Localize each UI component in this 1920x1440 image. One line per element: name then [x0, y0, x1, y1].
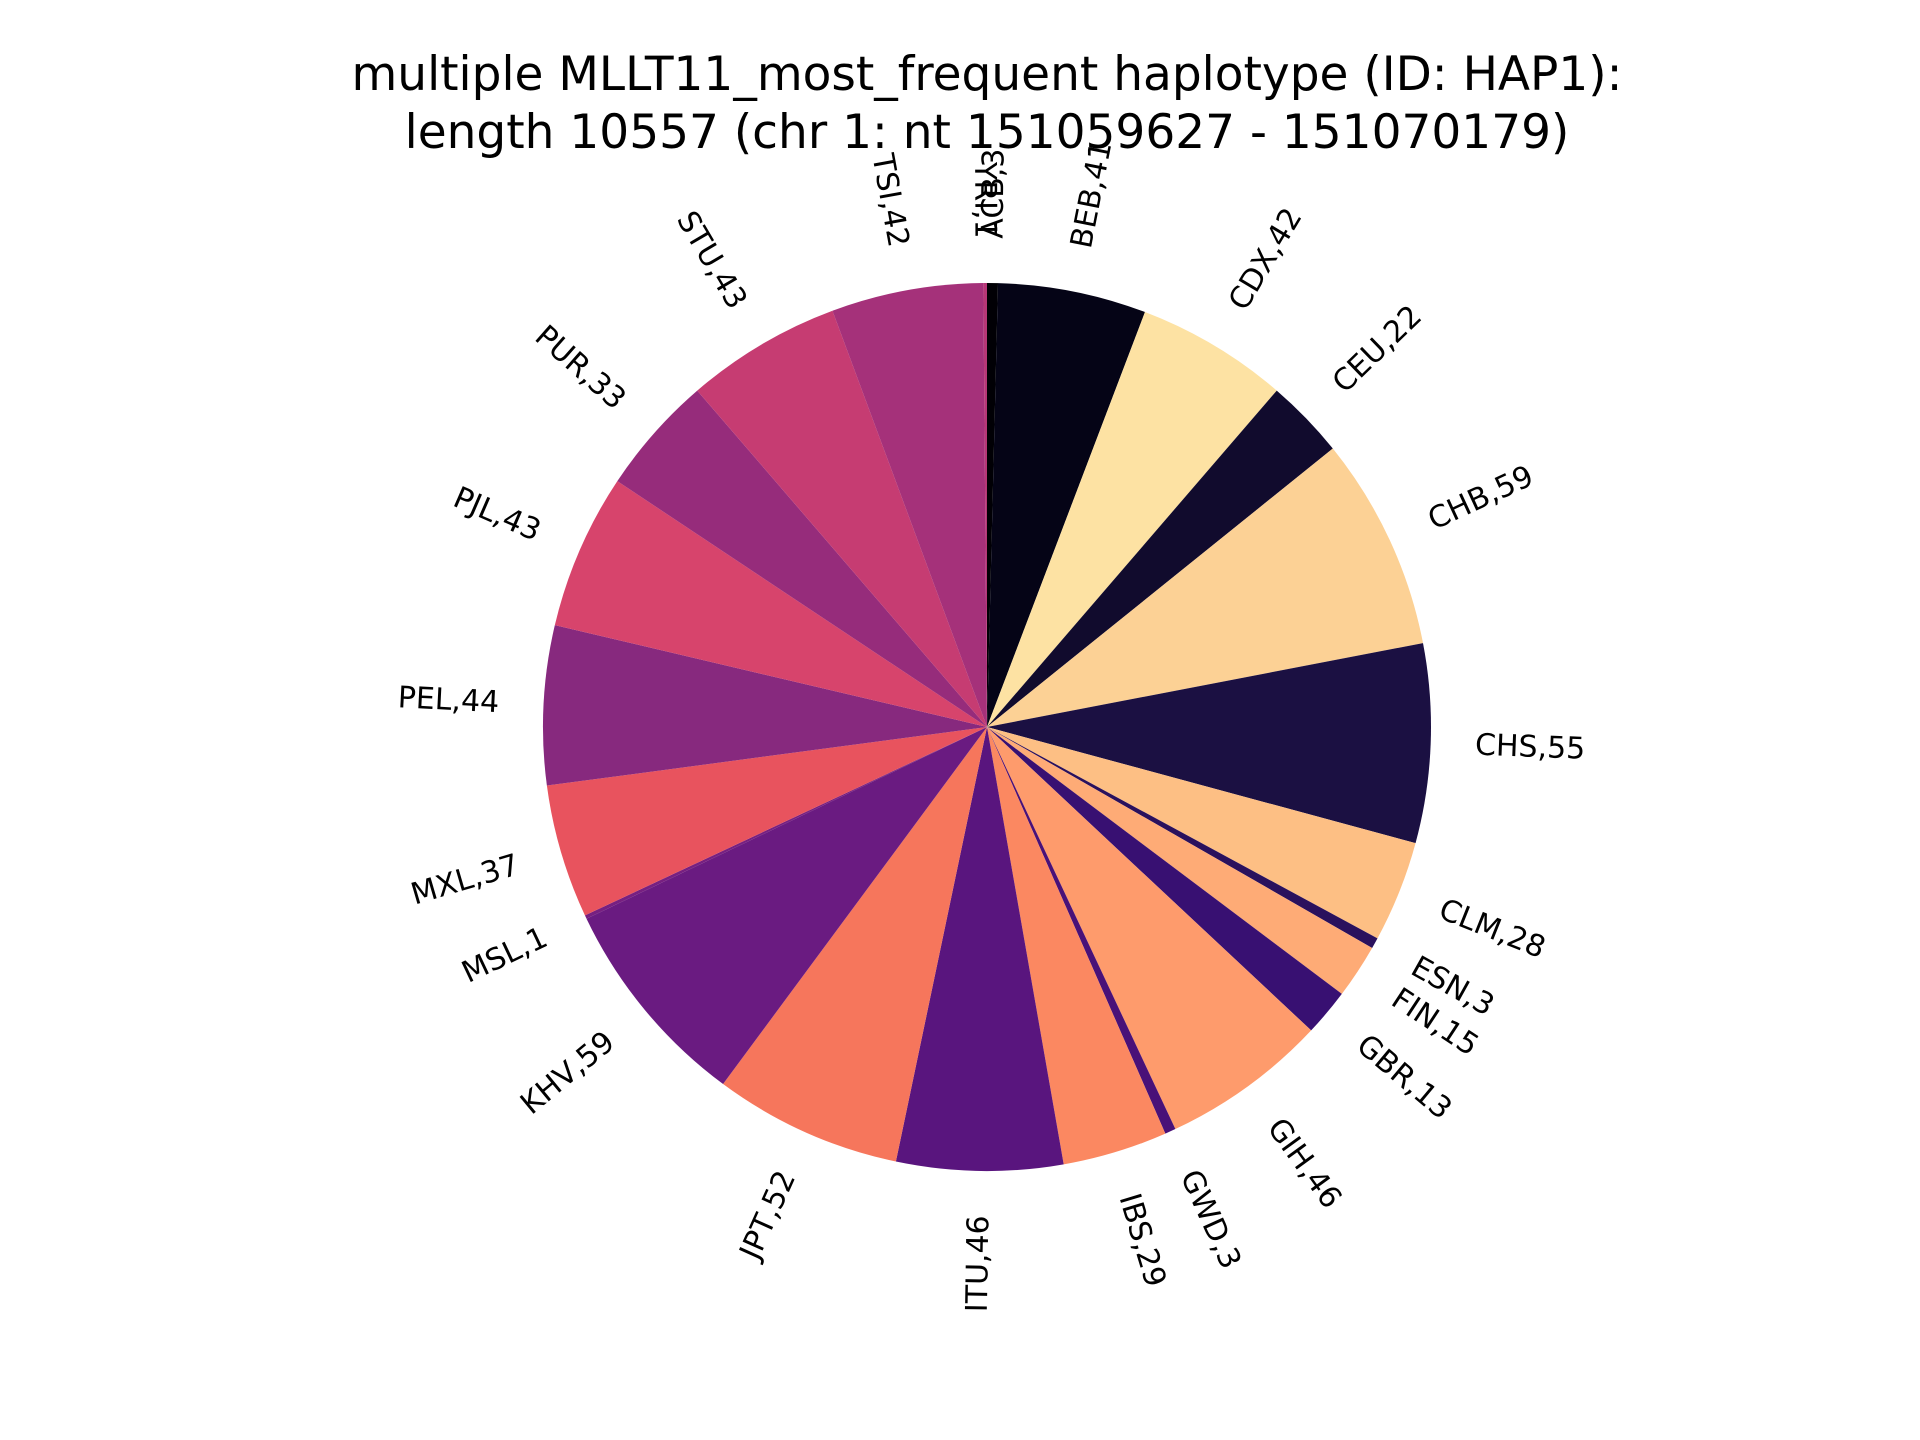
pie-label-mxl: MXL,37	[407, 848, 523, 913]
pie-slice-ceu	[987, 390, 1333, 727]
pie-label-pjl: PJL,43	[448, 480, 546, 548]
pie-label-tsi: TSI,42	[864, 150, 916, 250]
pie-label-jpt: JPT,52	[732, 1165, 803, 1266]
pie-slice-jpt	[723, 727, 987, 1162]
pie-slice-cdx	[987, 312, 1277, 727]
pie-slice-pel	[543, 625, 987, 786]
pie-label-ceu: CEU,22	[1326, 299, 1429, 400]
pie-label-stu: STU,43	[669, 205, 754, 315]
pie-slice-pjl	[554, 481, 987, 727]
pie-slices	[543, 283, 1432, 1172]
pie-label-cdx: CDX,42	[1222, 202, 1310, 316]
pie-slice-tsi	[832, 283, 987, 727]
pie-slice-chb	[987, 448, 1423, 727]
chart-subtitle: length 10557 (chr 1: nt 151059627 - 1510…	[405, 105, 1570, 160]
pie-slice-clm	[987, 727, 1416, 939]
pie-label-pel: PEL,44	[397, 680, 500, 720]
pie-label-khv: KHV,59	[514, 1025, 621, 1122]
pie-slice-stu	[697, 310, 987, 727]
pie-slice-yri	[983, 283, 987, 727]
pie-label-acb: ACB,3	[976, 148, 1012, 239]
pie-slice-acb	[987, 283, 999, 727]
pie-slice-pur	[617, 390, 987, 727]
pie-label-ibs: IBS,29	[1112, 1189, 1173, 1291]
pie-slice-gbr	[987, 727, 1342, 1031]
pie-slice-ibs	[987, 727, 1166, 1165]
pie-slice-fin	[987, 727, 1373, 994]
pie-label-pur: PUR,33	[528, 319, 633, 417]
pie-slice-msl	[584, 727, 987, 919]
pie-slice-gwd	[987, 727, 1176, 1134]
chart-title: multiple MLLT11_most_frequent haplotype …	[352, 47, 1623, 102]
pie-slice-chs	[987, 643, 1432, 844]
pie-label-itu: ITU,46	[960, 1215, 997, 1312]
pie-label-yri: YRI,1	[967, 161, 1002, 239]
pie-slice-esn	[987, 727, 1378, 948]
pie-slice-beb	[987, 283, 1145, 727]
pie-label-gih: GIH,46	[1260, 1112, 1348, 1215]
pie-slice-mxl	[546, 727, 987, 916]
pie-label-msl: MSL,1	[457, 920, 554, 990]
pie-label-chb: CHB,59	[1423, 459, 1539, 538]
pie-slice-itu	[895, 727, 1064, 1172]
pie-slice-khv	[586, 727, 987, 1085]
chart-title-group: multiple MLLT11_most_frequent haplotype …	[352, 47, 1623, 160]
pie-label-chs: CHS,55	[1474, 728, 1585, 767]
pie-slice-gih	[987, 727, 1312, 1130]
pie-label-gwd: GWD,3	[1173, 1165, 1248, 1275]
pie-label-clm: CLM,28	[1434, 892, 1550, 966]
